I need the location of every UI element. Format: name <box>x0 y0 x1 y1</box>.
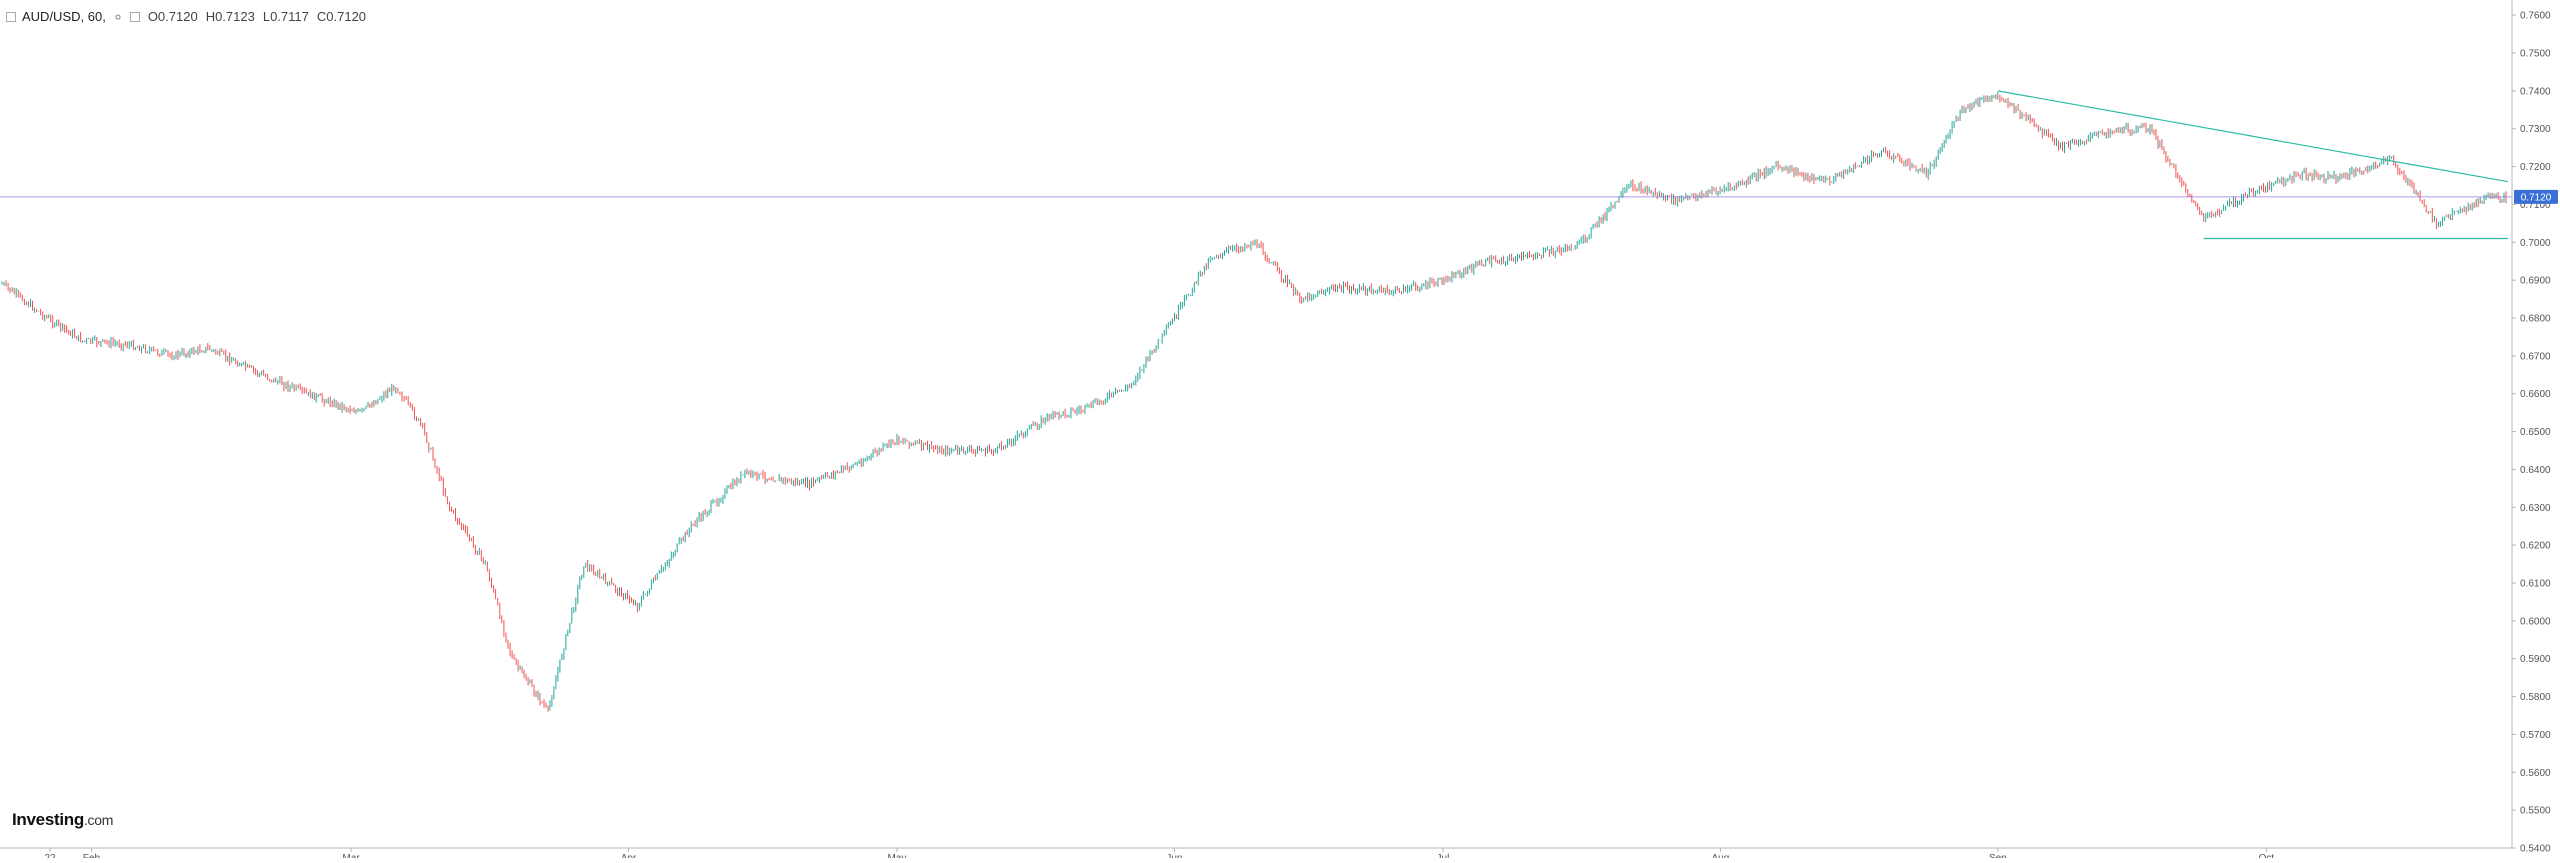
chart-legend: AUD/USD, 60, O0.7120 H0.7123 L0.7117 C0.… <box>6 9 366 24</box>
x-tick-label: Feb <box>83 853 101 858</box>
y-tick-label: 0.6100 <box>2520 579 2551 590</box>
brand-logo: Investing.com <box>12 810 113 830</box>
ohlc-high: H0.7123 <box>206 9 255 24</box>
brand-suffix: .com <box>84 812 113 828</box>
symbol-label[interactable]: AUD/USD, 60, <box>22 9 106 24</box>
brand-name: Investing <box>12 810 84 829</box>
x-tick-label: Jun <box>1166 853 1182 858</box>
y-tick-label: 0.7300 <box>2520 124 2551 135</box>
y-tick-label: 0.6900 <box>2520 276 2551 287</box>
x-axis[interactable]: 22 Feb Mar Apr May Jun Jul Aug Sep Oct <box>44 848 2274 858</box>
x-tick-label: Sep <box>1989 853 2007 858</box>
y-tick-label: 0.6500 <box>2520 427 2551 438</box>
y-tick-label: 0.6700 <box>2520 351 2551 362</box>
y-tick-label: 0.7200 <box>2520 162 2551 173</box>
ohlc-open: O0.7120 <box>148 9 198 24</box>
y-tick-label: 0.6600 <box>2520 389 2551 400</box>
y-tick-label: 0.5900 <box>2520 654 2551 665</box>
y-tick-label: 0.7500 <box>2520 49 2551 60</box>
y-tick-label: 0.6400 <box>2520 465 2551 476</box>
x-tick-label: Jul <box>1437 853 1450 858</box>
last-price-tag: 0.7120 <box>2514 190 2558 204</box>
x-tick-label: Apr <box>621 853 637 858</box>
plot-background <box>0 0 2512 848</box>
visibility-toggle-icon[interactable] <box>130 12 140 22</box>
x-tick-label: Mar <box>342 853 360 858</box>
y-tick-label: 0.5600 <box>2520 768 2551 779</box>
settings-icon[interactable] <box>112 11 124 23</box>
ohlc-low: L0.7117 <box>263 9 309 24</box>
x-tick-label: May <box>888 853 907 858</box>
y-tick-label: 0.5400 <box>2520 844 2551 855</box>
y-tick-label: 0.7000 <box>2520 238 2551 249</box>
x-tick-label: Oct <box>2259 853 2275 858</box>
x-tick-label: 22 <box>44 853 56 858</box>
y-tick-label: 0.5700 <box>2520 730 2551 741</box>
y-tick-label: 0.5500 <box>2520 806 2551 817</box>
y-tick-label: 0.6000 <box>2520 616 2551 627</box>
y-tick-label: 0.6800 <box>2520 314 2551 325</box>
y-tick-label: 0.7400 <box>2520 86 2551 97</box>
y-tick-label: 0.6300 <box>2520 503 2551 514</box>
ohlc-close: C0.7120 <box>317 9 366 24</box>
x-tick-label: Aug <box>1712 853 1730 858</box>
price-tag-value: 0.7120 <box>2521 192 2552 203</box>
y-axis[interactable]: 0.76000.75000.74000.73000.72000.71000.70… <box>2512 11 2551 855</box>
collapse-icon[interactable] <box>6 12 16 22</box>
y-tick-label: 0.7600 <box>2520 11 2551 22</box>
y-tick-label: 0.6200 <box>2520 541 2551 552</box>
y-tick-label: 0.5800 <box>2520 692 2551 703</box>
